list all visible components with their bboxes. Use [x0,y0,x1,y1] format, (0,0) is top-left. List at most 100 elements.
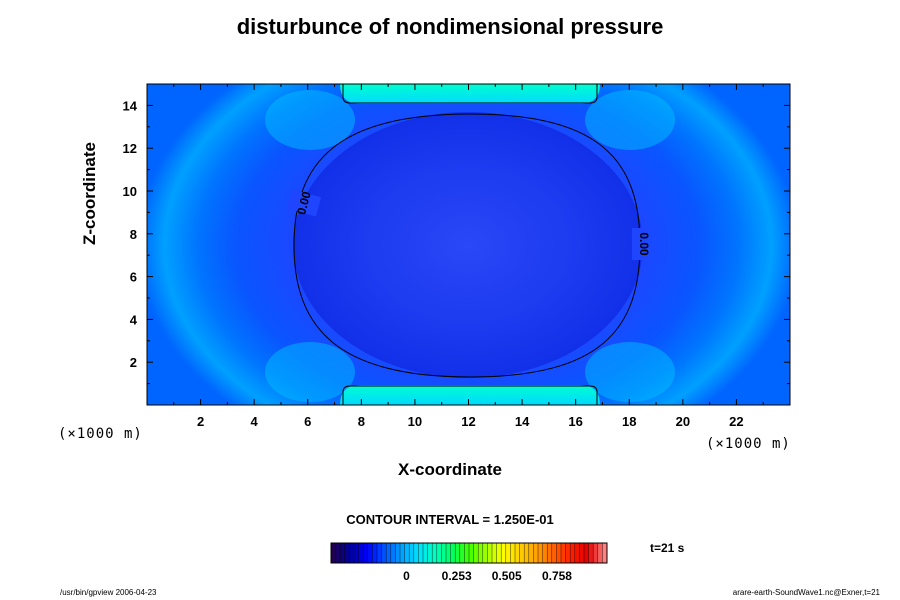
colorbar-segment [584,543,589,563]
colorbar-segment [446,543,451,563]
colorbar-segment [602,543,608,563]
colorbar-segment [533,543,539,563]
colorbar-segment [588,543,594,563]
colorbar-segment [487,543,493,563]
x-unit-left: (×1000 m) [58,426,143,442]
colorbar-segment [478,543,484,563]
time-label: t=21 s [650,541,685,555]
x-tick-label: 14 [515,414,530,429]
x-axis-ticks: 2 4 6 8 10 12 14 16 18 20 22 [173,84,764,429]
colorbar-segment [464,543,470,563]
colorbar-segment [561,543,566,563]
colorbar-segment [469,543,474,563]
colorbar-segment [363,543,369,563]
colorbar [330,543,608,563]
y-tick-label: 14 [123,98,138,113]
colorbar-tick-label: 0.253 [442,569,472,583]
colorbar-segment [441,543,447,563]
top-contour-line [342,84,598,104]
colorbar-tick-label: 0.758 [542,569,572,583]
colorbar-segment [473,543,479,563]
field-top-cap [340,84,600,104]
colorbar-segment [579,543,585,563]
colorbar-segment [574,543,580,563]
colorbar-segment [450,543,456,563]
contour-interval-label: CONTOUR INTERVAL = 1.250E-01 [346,512,554,527]
colorbar-segment [395,543,401,563]
colorbar-segment [331,543,336,563]
colorbar-segment [538,543,543,563]
colorbar-segment [386,543,392,563]
colorbar-ticks: 0 0.253 0.505 0.758 [403,569,572,583]
colorbar-segment [340,543,346,563]
x-tick-label: 10 [408,414,422,429]
colorbar-segment [354,543,359,563]
colorbar-segment [505,543,511,563]
colorbar-segment [390,543,396,563]
footer-left: /usr/bin/gpview 2006-04-23 [60,588,157,597]
contour-label-right: 0.00 [637,232,651,256]
colorbar-segment [593,543,599,563]
y-tick-label: 8 [130,227,137,242]
colorbar-segment [377,543,382,563]
colorbar-segment [542,543,548,563]
colorbar-frame [330,542,608,564]
y-tick-label: 6 [130,270,137,285]
x-tick-label: 6 [304,414,311,429]
colorbar-segment [570,543,576,563]
field-core [293,112,643,378]
colorbar-segment [496,543,502,563]
colorbar-segment [482,543,488,563]
bottom-contour-line [342,385,598,405]
colorbar-segment [367,543,373,563]
y-tick-label: 10 [123,184,137,199]
x-tick-label: 12 [461,414,475,429]
x-unit-right: (×1000 m) [706,436,791,452]
colorbar-segment [459,543,465,563]
y-axis-ticks: 2 4 6 8 10 12 14 [123,98,790,385]
colorbar-segment [455,543,461,563]
colorbar-segment [547,543,553,563]
footer-right: arare-earth-SoundWave1.nc@Exner,t=21 [732,588,880,597]
colorbar-segment [335,543,341,563]
colorbar-segment [515,543,520,563]
colorbar-segment [551,543,557,563]
contour-label-left: 0.00 [294,190,314,216]
x-tick-label: 22 [729,414,743,429]
heatmap-field [147,84,790,405]
x-tick-label: 2 [197,414,204,429]
colorbar-segment [423,543,428,563]
colorbar-segment [492,543,497,563]
x-tick-label: 18 [622,414,636,429]
colorbar-segment [381,543,387,563]
y-tick-label: 12 [123,141,137,156]
colorbar-segment [510,543,516,563]
colorbar-segment [409,543,415,563]
colorbar-tick-label: 0 [403,569,410,583]
x-tick-label: 16 [568,414,582,429]
colorbar-segment [519,543,525,563]
x-axis-label: X-coordinate [398,460,502,479]
colorbar-segment [404,543,410,563]
colorbar-segment [358,543,364,563]
colorbar-segment [501,543,507,563]
y-axis-label: Z-coordinate [80,142,99,245]
colorbar-segment [524,543,530,563]
colorbar-segment [400,543,405,563]
colorbar-segment [597,543,603,563]
colorbar-segment [565,543,571,563]
colorbar-segment [413,543,419,563]
colorbar-segment [418,543,424,563]
colorbar-segment [427,543,433,563]
colorbar-segment [528,543,534,563]
colorbar-segment [344,543,350,563]
colorbar-tick-label: 0.505 [492,569,522,583]
colorbar-segment [349,543,355,563]
colorbar-segment [436,543,442,563]
x-tick-label: 4 [251,414,259,429]
colorbar-segment [432,543,438,563]
colorbar-segment [372,543,378,563]
y-tick-label: 4 [130,312,138,327]
x-tick-label: 8 [358,414,365,429]
